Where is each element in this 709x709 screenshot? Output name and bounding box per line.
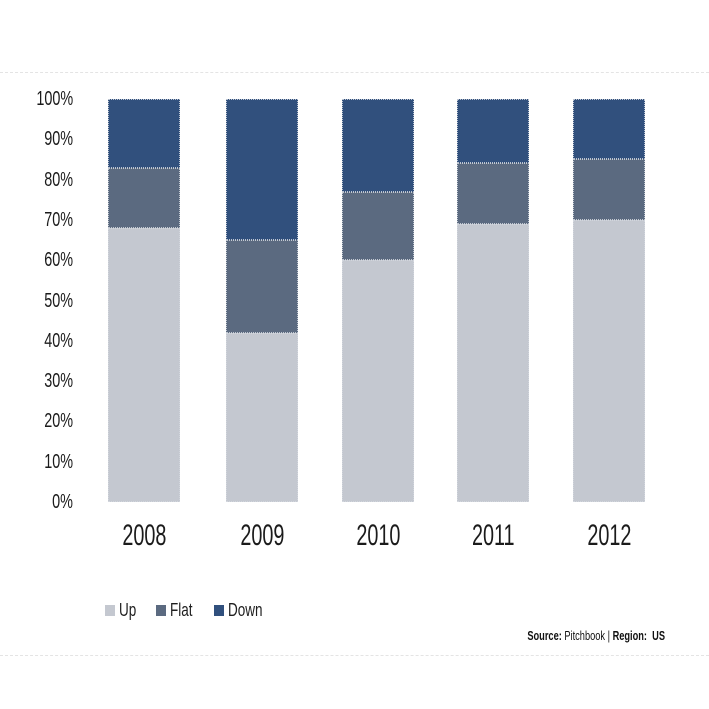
x-axis-label: 2008 (121, 519, 167, 552)
region-label: Region: (612, 629, 647, 643)
bar-segment-up (573, 219, 645, 502)
legend-label: Up (119, 600, 137, 620)
legend-item-down: Down (214, 600, 274, 620)
separator: | (607, 629, 610, 643)
chart-frame-bottom-line (0, 655, 709, 656)
legend-swatch-up (105, 604, 115, 616)
bar-segment-up (226, 332, 298, 502)
y-axis-tick-label: 90% (44, 128, 73, 151)
bar-segment-up (108, 227, 180, 502)
bar-segment-flat (108, 167, 180, 228)
bar-segment-flat (226, 240, 298, 333)
y-axis-tick-label: 70% (44, 208, 73, 231)
source-note: Source: Pitchbook | Region: US (479, 628, 665, 645)
y-axis-tick-label: 10% (44, 450, 73, 473)
source-label: Source: (527, 629, 562, 643)
y-axis-tick-label: 50% (44, 289, 73, 312)
legend-item-flat: Flat (156, 600, 200, 620)
legend-item-up: Up (105, 600, 142, 620)
bar-2010 (342, 99, 414, 502)
bar-segment-flat (457, 163, 529, 224)
bar-2009 (226, 99, 298, 502)
source-value: Pitchbook (564, 629, 606, 643)
y-axis-tick-label: 0% (52, 491, 73, 513)
y-axis-tick-label: 40% (44, 329, 73, 352)
bar-2012 (573, 99, 645, 502)
bar-segment-down (457, 99, 529, 164)
chart-frame-top-line (0, 72, 709, 73)
bar-segment-down (108, 99, 180, 168)
legend-swatch-down (214, 604, 225, 616)
bar-2011 (457, 99, 529, 502)
bar-segment-down (573, 99, 645, 160)
chart-legend: Up Flat Down (105, 600, 274, 620)
bar-segment-down (342, 99, 414, 192)
bar-segment-flat (342, 191, 414, 261)
x-axis-label: 2009 (239, 519, 285, 552)
bar-segment-flat (573, 159, 645, 220)
x-axis-label: 2010 (355, 519, 401, 552)
legend-label: Down (228, 600, 263, 620)
legend-swatch-flat (156, 604, 167, 616)
y-axis-tick-label: 20% (44, 410, 73, 433)
region-value: US (652, 629, 665, 643)
x-axis-label: 2012 (586, 519, 632, 552)
bar-2008 (108, 99, 180, 502)
y-axis-tick-label: 80% (44, 168, 73, 191)
y-axis-tick-label: 60% (44, 249, 73, 272)
legend-label: Flat (170, 600, 193, 620)
y-axis-tick-label: 100% (36, 88, 73, 110)
bar-segment-up (342, 260, 414, 502)
x-axis-label: 2011 (471, 519, 515, 552)
bar-segment-up (457, 223, 529, 502)
y-axis-tick-label: 30% (44, 370, 73, 393)
bar-segment-down (226, 99, 298, 241)
